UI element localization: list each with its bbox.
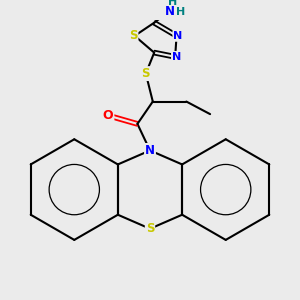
- Text: N: N: [145, 144, 155, 157]
- Text: S: S: [146, 222, 154, 235]
- Text: N: N: [173, 31, 183, 41]
- Text: H: H: [176, 7, 185, 16]
- Text: O: O: [103, 109, 113, 122]
- Text: S: S: [142, 67, 150, 80]
- Text: N: N: [165, 5, 175, 18]
- Text: N: N: [172, 52, 181, 62]
- Text: H: H: [168, 0, 177, 7]
- Text: S: S: [129, 29, 137, 42]
